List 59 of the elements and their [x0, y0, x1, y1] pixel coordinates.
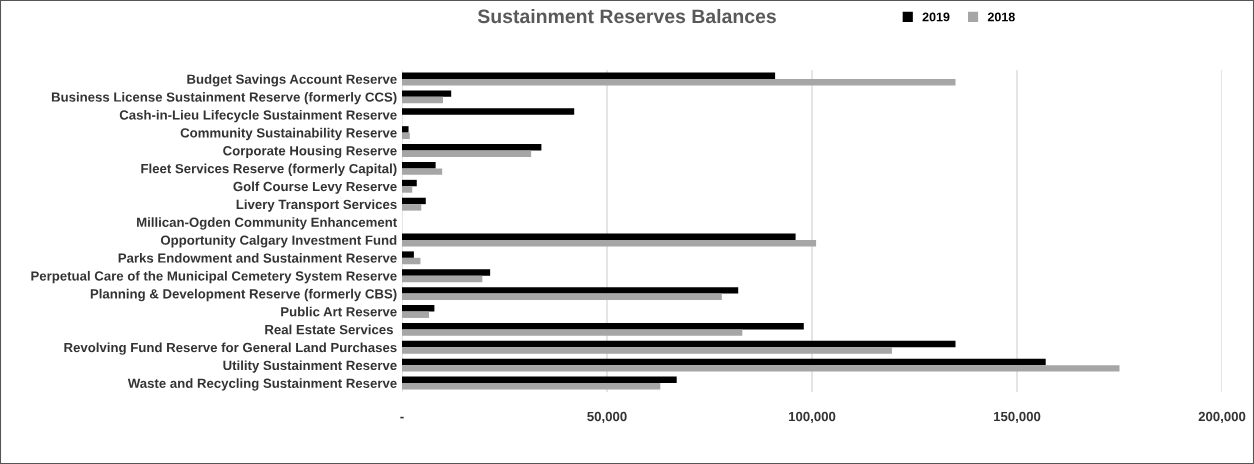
y-tick-label: Livery Transport Services [236, 199, 397, 212]
legend-label: 2018 [987, 12, 1015, 22]
bar [402, 305, 435, 312]
bar [402, 347, 892, 354]
x-tick-label: 100,000 [788, 411, 836, 424]
bar [402, 287, 739, 294]
x-tick-label: - [400, 416, 404, 419]
y-tick-label: Business License Sustainment Reserve (formerly CCS) [51, 92, 397, 105]
bar [402, 257, 421, 265]
bar [402, 311, 430, 318]
bar [402, 329, 743, 336]
bar [402, 239, 817, 247]
bar [402, 126, 409, 133]
y-tick-label: Cash-in-Lieu Lifecycle Sustainment Reserve [119, 109, 397, 123]
bar [402, 275, 483, 283]
y-tick-label: Budget Savings Account Reserve [187, 74, 397, 87]
bar [402, 168, 443, 175]
bar [402, 358, 1046, 366]
bar [402, 144, 542, 151]
bar [402, 269, 491, 276]
y-tick-label: Community Sustainability Reserve [180, 127, 397, 141]
x-tick-label: 200,000 [1198, 411, 1246, 424]
bar [402, 96, 443, 104]
bar [402, 322, 804, 330]
bar [402, 72, 776, 79]
y-tick-label: Planning & Development Reserve (formerly CBS) [90, 288, 397, 302]
y-tick-label: Corporate Housing Reserve [223, 145, 397, 159]
chart-title: Sustainment Reserves Balances [477, 8, 776, 24]
y-tick-label: Fleet Services Reserve (formerly Capital) [141, 163, 397, 176]
bar [402, 293, 722, 301]
x-tick-label: 150,000 [993, 411, 1041, 424]
bar [402, 78, 956, 86]
bar [402, 186, 413, 193]
bar [402, 108, 575, 115]
bar [402, 204, 422, 211]
bar [402, 251, 414, 258]
y-tick-label: Waste and Recycling Sustainment Reserve [127, 378, 397, 391]
bar [402, 90, 452, 97]
y-tick-label: Perpetual Care of the Municipal Cemetery System Reserve [31, 270, 397, 284]
y-tick-label: Real Estate Services [265, 324, 393, 335]
x-tick-label: 50,000 [587, 411, 627, 424]
y-tick-label: Revolving Fund Reserve for General Land Purchases [64, 342, 397, 355]
bar [402, 340, 956, 348]
y-tick-label: Parks Endowment and Sustainment Reserve [118, 253, 397, 263]
y-tick-label: Golf Course Levy Reserve [233, 181, 397, 194]
bar [402, 161, 436, 169]
legend-label: 2019 [922, 12, 950, 22]
bar [402, 376, 677, 384]
bar [402, 197, 426, 205]
bar [402, 150, 532, 157]
bar [402, 132, 410, 140]
bar [402, 383, 661, 390]
y-tick-label: Opportunity Calgary Investment Fund [160, 235, 397, 248]
bar [402, 179, 417, 187]
bar [402, 233, 796, 240]
y-tick-label: Millican-Ogden Community Enhancement [137, 217, 397, 230]
bar [402, 365, 1120, 372]
y-tick-label: Utility Sustainment Reserve [223, 360, 397, 373]
y-tick-label: Public Art Reserve [281, 306, 397, 317]
